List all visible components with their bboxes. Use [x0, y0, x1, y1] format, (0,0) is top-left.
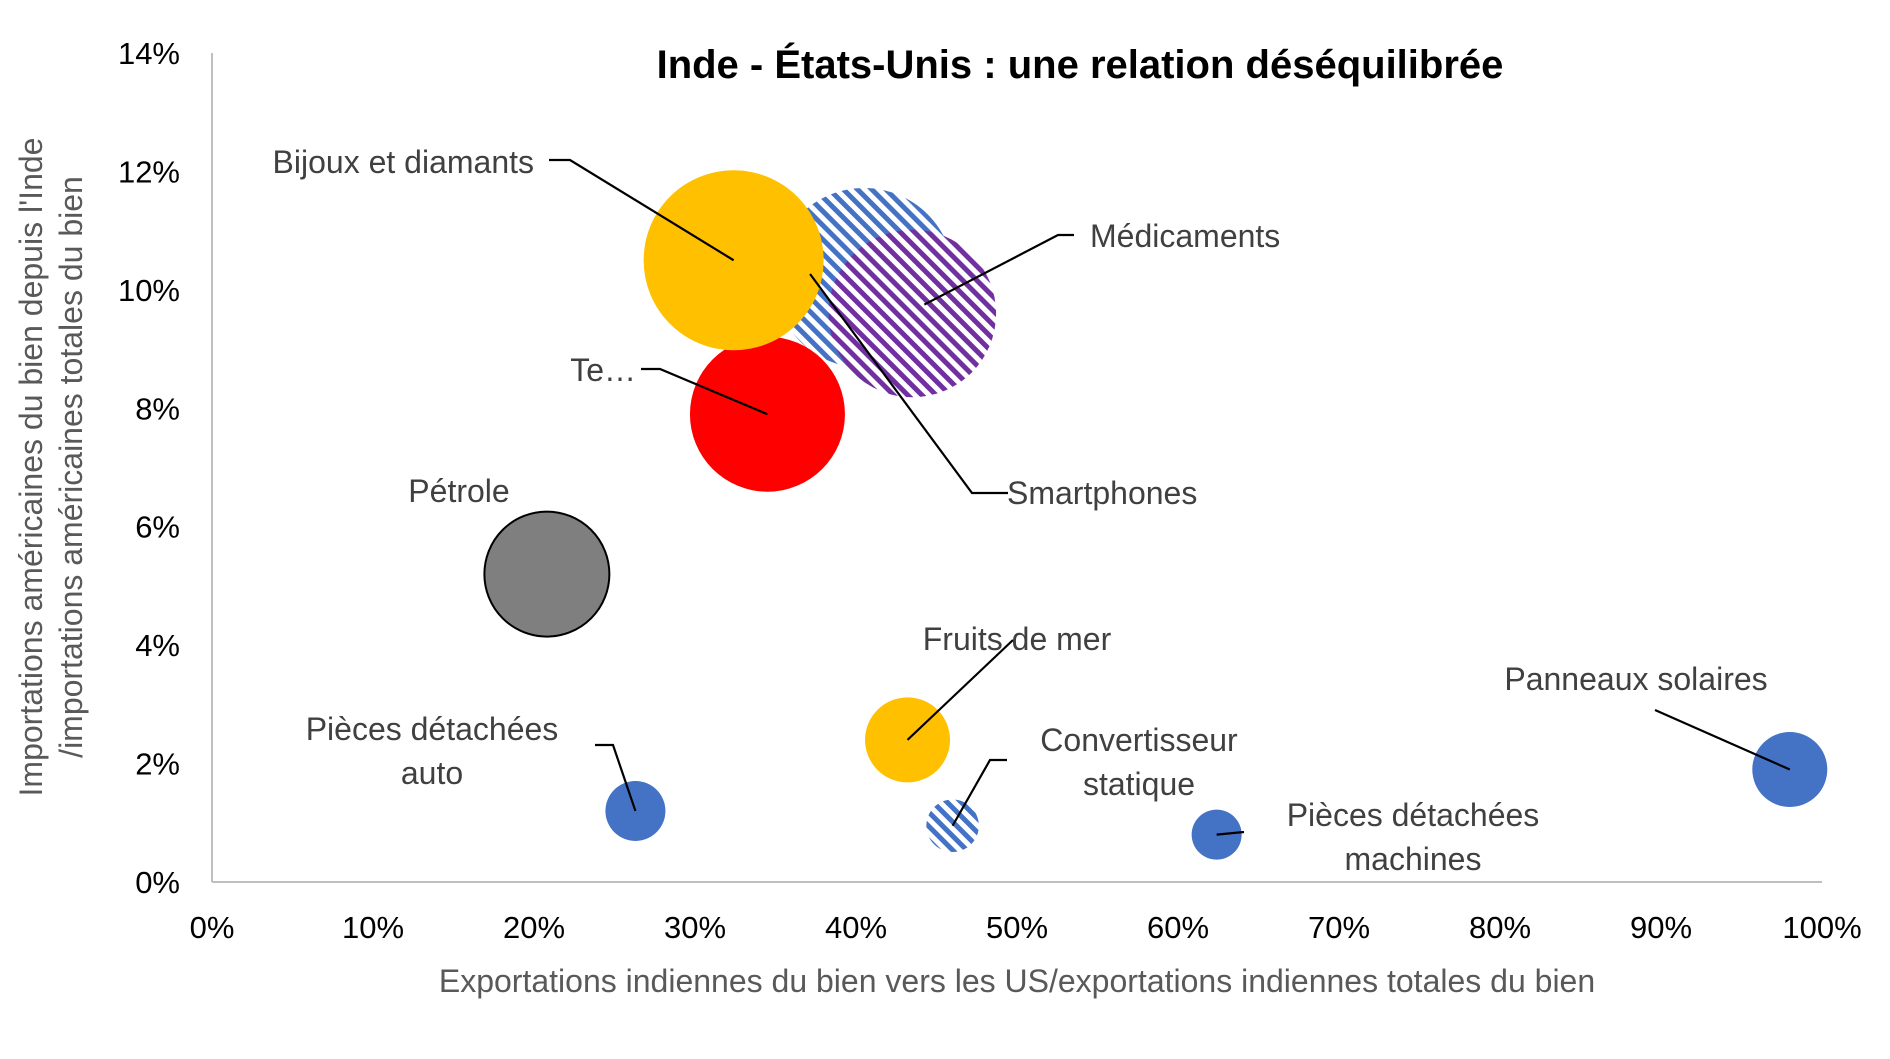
- x-tick-label: 100%: [1782, 910, 1861, 945]
- y-tick-label: 12%: [118, 154, 180, 189]
- chart-title: Inde - États-Unis : une relation déséqui…: [657, 42, 1504, 87]
- y-tick-labels: 0% 2% 4% 6% 8% 10% 12% 14%: [118, 36, 180, 900]
- leader-lines: [549, 158, 1791, 836]
- y-tick-label: 6%: [135, 510, 180, 545]
- bubble-label: Te…: [570, 352, 636, 388]
- leader-line: [951, 758, 1007, 827]
- x-tick-label: 20%: [503, 910, 565, 945]
- leader-line: [906, 639, 1014, 741]
- x-axis-title: Exportations indiennes du bien vers les …: [439, 963, 1595, 999]
- bubble-label: Pièces détachées: [306, 711, 559, 747]
- x-tick-label: 0%: [190, 910, 235, 945]
- bubble-label: Fruits de mer: [923, 621, 1112, 657]
- leader-line: [809, 273, 1008, 495]
- bubble-labels: Smartphones Médicaments Te… Bijoux et diama…: [273, 144, 1768, 877]
- x-tick-label: 80%: [1469, 910, 1531, 945]
- bubble-label: Pétrole: [408, 473, 509, 509]
- x-tick-label: 30%: [664, 910, 726, 945]
- bubble-label: Bijoux et diamants: [273, 144, 534, 180]
- y-tick-label: 0%: [135, 865, 180, 900]
- x-tick-label: 40%: [825, 910, 887, 945]
- bubble-label: Smartphones: [1007, 475, 1197, 511]
- bubble-label: auto: [401, 755, 463, 791]
- y-tick-label: 4%: [135, 628, 180, 663]
- bubble-label: Médicaments: [1090, 218, 1280, 254]
- y-tick-label: 10%: [118, 273, 180, 308]
- bubble-label: Convertisseur: [1040, 722, 1238, 758]
- bubble-label: Pièces détachées: [1287, 797, 1540, 833]
- leader-line: [549, 158, 735, 262]
- y-axis-title-line2: /importations américaines totales du bie…: [53, 176, 89, 758]
- x-tick-label: 60%: [1147, 910, 1209, 945]
- y-tick-label: 2%: [135, 747, 180, 782]
- x-tick-label: 50%: [986, 910, 1048, 945]
- x-tick-label: 90%: [1630, 910, 1692, 945]
- bubble-label: Panneaux solaires: [1504, 661, 1767, 697]
- y-axis-title-line1: Importations américaines du bien depuis …: [13, 138, 49, 797]
- x-tick-labels: 0% 10% 20% 30% 40% 50% 60% 70% 80% 90% 100%: [190, 910, 1862, 945]
- bubble-label: statique: [1083, 766, 1195, 802]
- leader-line: [923, 233, 1074, 306]
- bubble: [828, 229, 997, 398]
- leader-line: [595, 743, 637, 812]
- bubble-label: machines: [1345, 841, 1482, 877]
- leader-line: [1654, 708, 1791, 771]
- leader-line: [1216, 830, 1245, 836]
- y-tick-label: 14%: [118, 36, 180, 71]
- axes: [211, 53, 1822, 883]
- x-tick-label: 70%: [1308, 910, 1370, 945]
- bubble: [483, 510, 611, 638]
- x-tick-label: 10%: [342, 910, 404, 945]
- y-tick-label: 8%: [135, 391, 180, 426]
- leader-line: [641, 367, 768, 416]
